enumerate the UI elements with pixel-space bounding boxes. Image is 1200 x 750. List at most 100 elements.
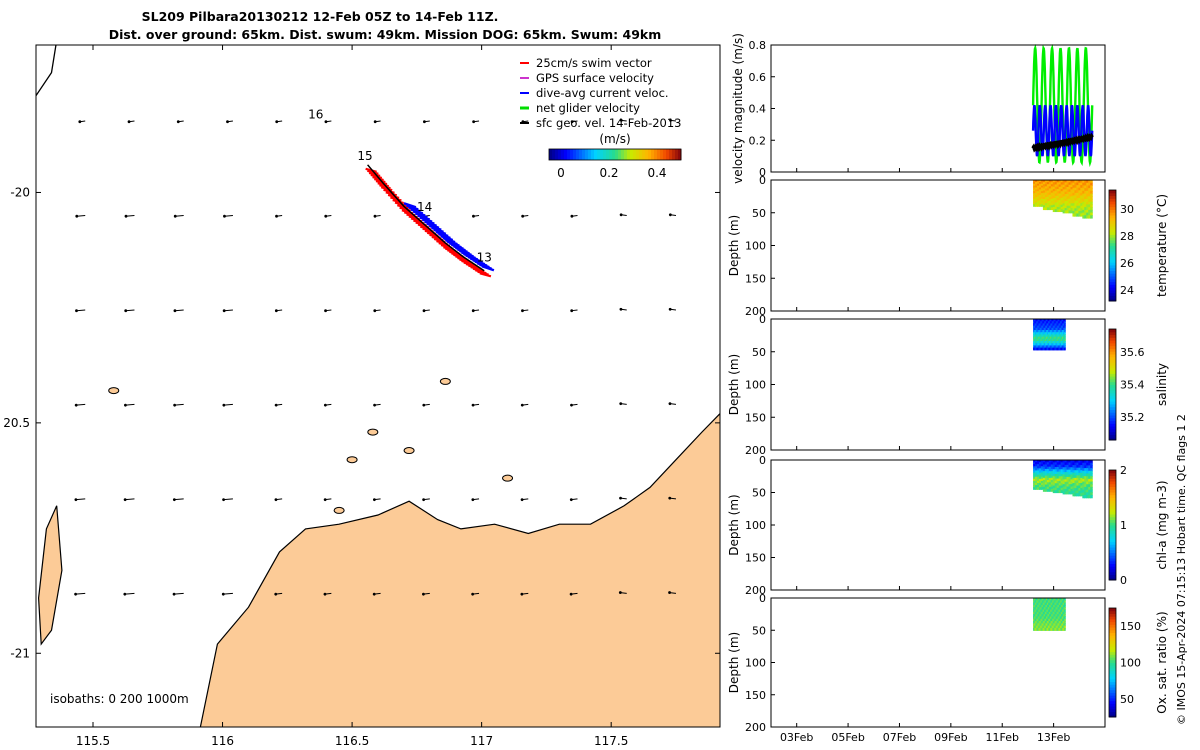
temperature-cell [1064, 184, 1068, 188]
oxygen-cell [1058, 611, 1061, 615]
temperature-cell [1080, 190, 1083, 194]
current-vector-dive [410, 208, 424, 215]
salinity-cell [1061, 343, 1064, 346]
temperature-cbar-segment [1109, 284, 1116, 288]
salinity-cbar-segment [1109, 345, 1116, 349]
temperature-cell [1064, 182, 1068, 186]
temperature-cell [1084, 182, 1087, 187]
temperature-cell [1068, 194, 1072, 197]
salinity-cell [1048, 332, 1050, 335]
current-vector-head [323, 498, 327, 502]
oxygen-cell [1045, 621, 1048, 624]
oxygen-cell [1056, 609, 1059, 613]
oxygen-cell [1063, 609, 1065, 613]
salinity-cell [1035, 340, 1037, 344]
temperature-cell [1074, 203, 1077, 207]
temperature-cell [1070, 196, 1074, 200]
chla-cell [1074, 467, 1077, 471]
temperature-cell [1052, 191, 1056, 195]
chla-cell [1064, 469, 1068, 473]
oxygen-cell [1054, 602, 1057, 606]
temperature-cell [1056, 184, 1060, 188]
temperature-cell [1052, 188, 1056, 192]
chla-cell [1068, 488, 1072, 492]
chla-cell [1044, 462, 1048, 466]
salinity-cell [1048, 345, 1050, 349]
chla-cell [1072, 470, 1076, 474]
current-vector [125, 498, 135, 501]
chla-cbar-segment [1109, 503, 1116, 507]
temperature-cell [1058, 188, 1062, 192]
salinity-cell [1038, 347, 1041, 351]
oxygen-cell [1054, 607, 1057, 611]
oxygen-cell [1054, 611, 1057, 615]
temperature-cbar-segment [1109, 206, 1116, 210]
current-vector [224, 309, 233, 312]
current-vector-dive [435, 230, 449, 238]
temperature-cell [1078, 195, 1081, 199]
oxygen-cell [1060, 627, 1063, 631]
chla-cell [1082, 492, 1085, 496]
chla-cell [1046, 484, 1050, 488]
colorbar-segment [633, 149, 637, 160]
chla-cell [1060, 469, 1064, 473]
temperature-cell [1074, 213, 1077, 217]
oxygen-cell [1046, 607, 1049, 611]
temperature-cell [1044, 182, 1048, 185]
chla-cell [1062, 486, 1066, 490]
colorbar-segment [651, 149, 655, 160]
current-vector-dive [426, 222, 440, 229]
oxygen-cell [1053, 598, 1056, 601]
oxygen-cell [1033, 604, 1035, 608]
current-vector-head [471, 498, 475, 502]
current-vector-dive [408, 206, 421, 213]
oxygen-cell [1039, 600, 1042, 604]
temperature-cell [1040, 202, 1044, 205]
salinity-cell [1038, 336, 1041, 340]
chla-cell [1074, 462, 1077, 466]
oxygen-cell [1042, 607, 1045, 611]
temperature-cell [1088, 215, 1091, 219]
temperature-cell [1042, 184, 1046, 187]
salinity-cell [1045, 347, 1048, 351]
velocity-y-tick-label: 0.6 [749, 71, 767, 84]
temperature-y-tick-label: 0 [759, 174, 766, 187]
oxygen-cell [1052, 611, 1055, 615]
salinity-cell [1049, 327, 1051, 331]
salinity-cell [1050, 340, 1052, 344]
temperature-cell [1062, 180, 1066, 183]
salinity-cell [1051, 325, 1053, 329]
chla-cell [1046, 471, 1050, 474]
salinity-cell [1039, 343, 1042, 346]
oxygen-cell [1063, 614, 1065, 618]
temperature-cell [1062, 187, 1066, 190]
chla-cell [1046, 475, 1050, 479]
oxygen-cbar-segment [1109, 708, 1116, 713]
chla-cell [1050, 471, 1054, 474]
chla-cell [1080, 462, 1083, 466]
salinity-cell [1045, 329, 1048, 333]
velocity-y-tick-label: 0.8 [749, 39, 767, 52]
temperature-cell [1044, 194, 1048, 198]
chla-cell [1080, 482, 1083, 487]
chla-cell [1033, 482, 1036, 486]
temperature-cell [1046, 198, 1050, 202]
oxygen-cell [1042, 621, 1045, 624]
temperature-cell [1054, 191, 1058, 195]
chla-cell [1084, 468, 1087, 472]
chla-cell [1056, 478, 1060, 482]
chla-cell [1064, 476, 1068, 480]
oxygen-cell [1064, 602, 1066, 606]
oxygen-cell [1038, 604, 1041, 608]
temperature-cell [1048, 184, 1052, 187]
salinity-cell [1041, 329, 1044, 333]
chla-cell [1070, 484, 1074, 488]
salinity-cell [1045, 327, 1048, 331]
swim-vector [479, 272, 492, 278]
time-x-tick-label: 13Feb [1037, 731, 1070, 744]
salinity-cell [1044, 327, 1047, 331]
oxygen-cbar-segment [1109, 610, 1116, 614]
temperature-cell [1080, 210, 1083, 215]
temperature-cell [1068, 208, 1072, 212]
chla-cell [1084, 470, 1087, 475]
